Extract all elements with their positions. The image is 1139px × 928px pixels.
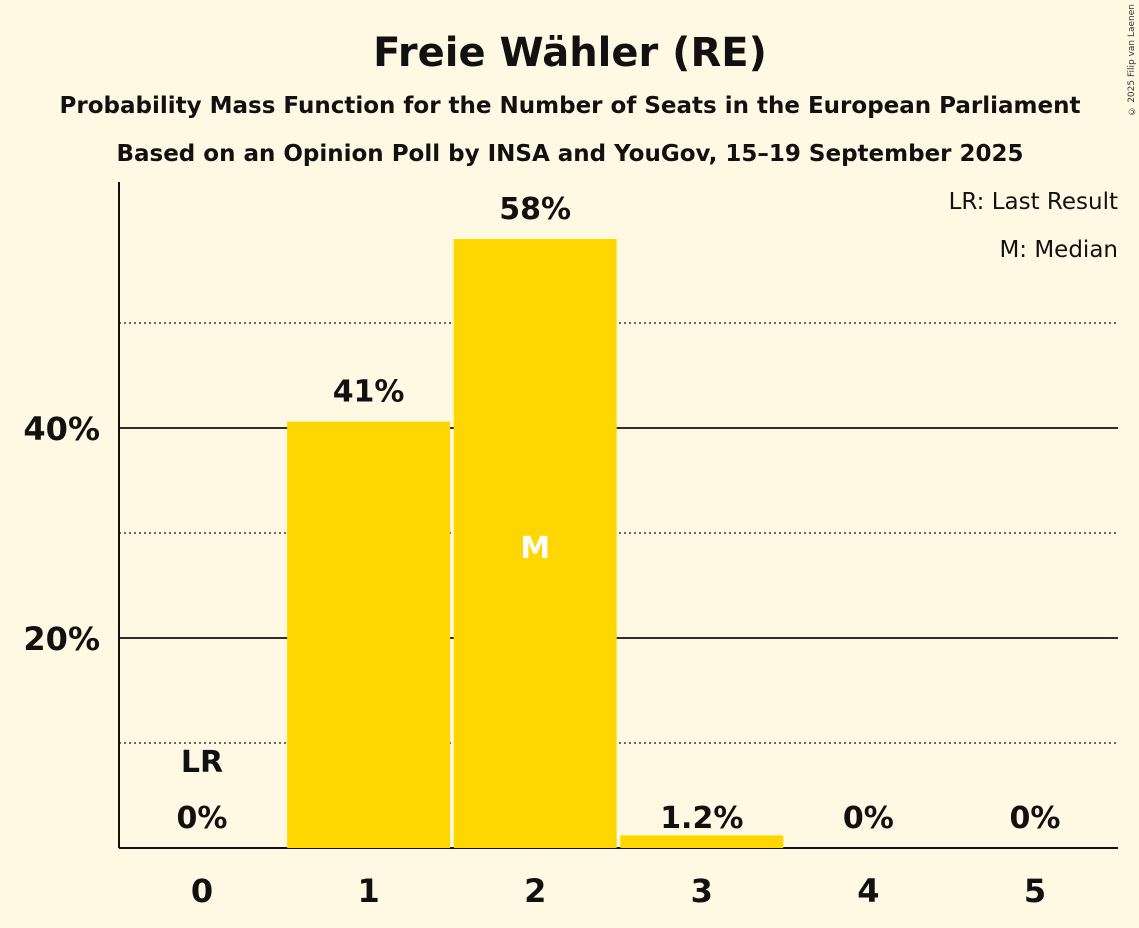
data-label: 0% <box>1010 801 1061 836</box>
copyright: © 2025 Filip van Laenen <box>1127 4 1137 116</box>
bar-1 <box>287 421 451 848</box>
median-marker: M <box>520 531 550 566</box>
legend-median: M: Median <box>999 237 1118 263</box>
data-label: 41% <box>333 375 405 410</box>
x-tick-label: 3 <box>691 872 713 910</box>
chart-title: Freie Wähler (RE) <box>373 30 767 76</box>
x-tick-label: 1 <box>357 872 379 910</box>
last-result-marker: LR <box>181 745 223 780</box>
chart-subtitle: Probability Mass Function for the Number… <box>60 93 1081 119</box>
bar-2 <box>453 239 617 848</box>
y-tick-label: 40% <box>23 410 100 448</box>
data-label: 0% <box>843 801 894 836</box>
x-tick-label: 4 <box>857 872 879 910</box>
y-tick-label: 20% <box>23 620 100 658</box>
legend-last-result: LR: Last Result <box>949 189 1118 215</box>
chart-subtitle-2: Based on an Opinion Poll by INSA and You… <box>116 141 1023 167</box>
bar-3 <box>620 835 784 848</box>
data-label: 1.2% <box>660 801 743 836</box>
x-tick-label: 2 <box>524 872 546 910</box>
x-tick-label: 0 <box>191 872 213 910</box>
data-label: 58% <box>499 192 571 227</box>
data-label: 0% <box>177 801 228 836</box>
x-tick-label: 5 <box>1024 872 1046 910</box>
